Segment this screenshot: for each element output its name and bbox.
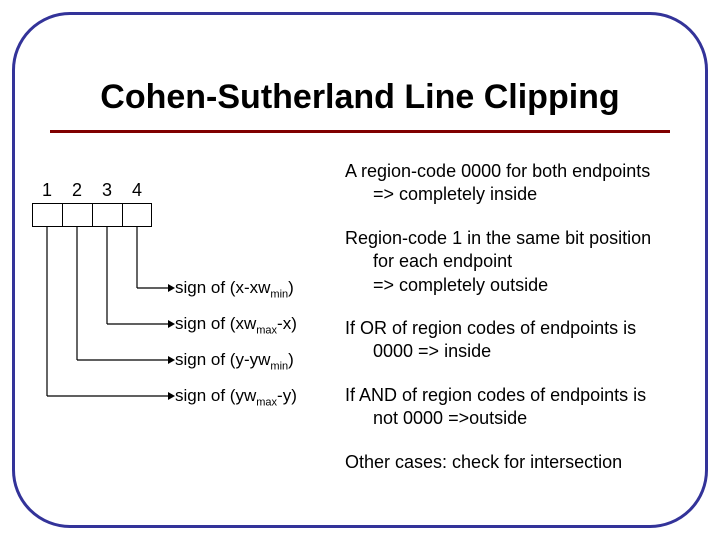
- bit-number: 1: [32, 180, 62, 201]
- sign-label: sign of (y-ywmin): [175, 350, 294, 372]
- sign-label: sign of (xwmax-x): [175, 314, 297, 336]
- bullet-item: Other cases: check for intersection: [345, 451, 700, 474]
- bit-box: [32, 203, 62, 227]
- bullet-item: If AND of region codes of endpoints is n…: [345, 384, 700, 431]
- bit-box: [122, 203, 152, 227]
- bit-box: [92, 203, 122, 227]
- bit-box: [62, 203, 92, 227]
- bit-numbers: 1 2 3 4: [32, 180, 152, 201]
- bit-number: 4: [122, 180, 152, 201]
- bit-number: 2: [62, 180, 92, 201]
- bit-number: 3: [92, 180, 122, 201]
- sign-label: sign of (x-xwmin): [175, 278, 294, 300]
- sign-label: sign of (ywmax-y): [175, 386, 297, 408]
- bullet-list: A region-code 0000 for both endpoints =>…: [345, 160, 700, 494]
- bit-boxes: [32, 203, 152, 227]
- bullet-item: If OR of region codes of endpoints is 00…: [345, 317, 700, 364]
- title-underline: [50, 130, 670, 133]
- slide-title: Cohen-Sutherland Line Clipping: [0, 78, 720, 117]
- bullet-item: Region-code 1 in the same bit position f…: [345, 227, 700, 297]
- bullet-item: A region-code 0000 for both endpoints =>…: [345, 160, 700, 207]
